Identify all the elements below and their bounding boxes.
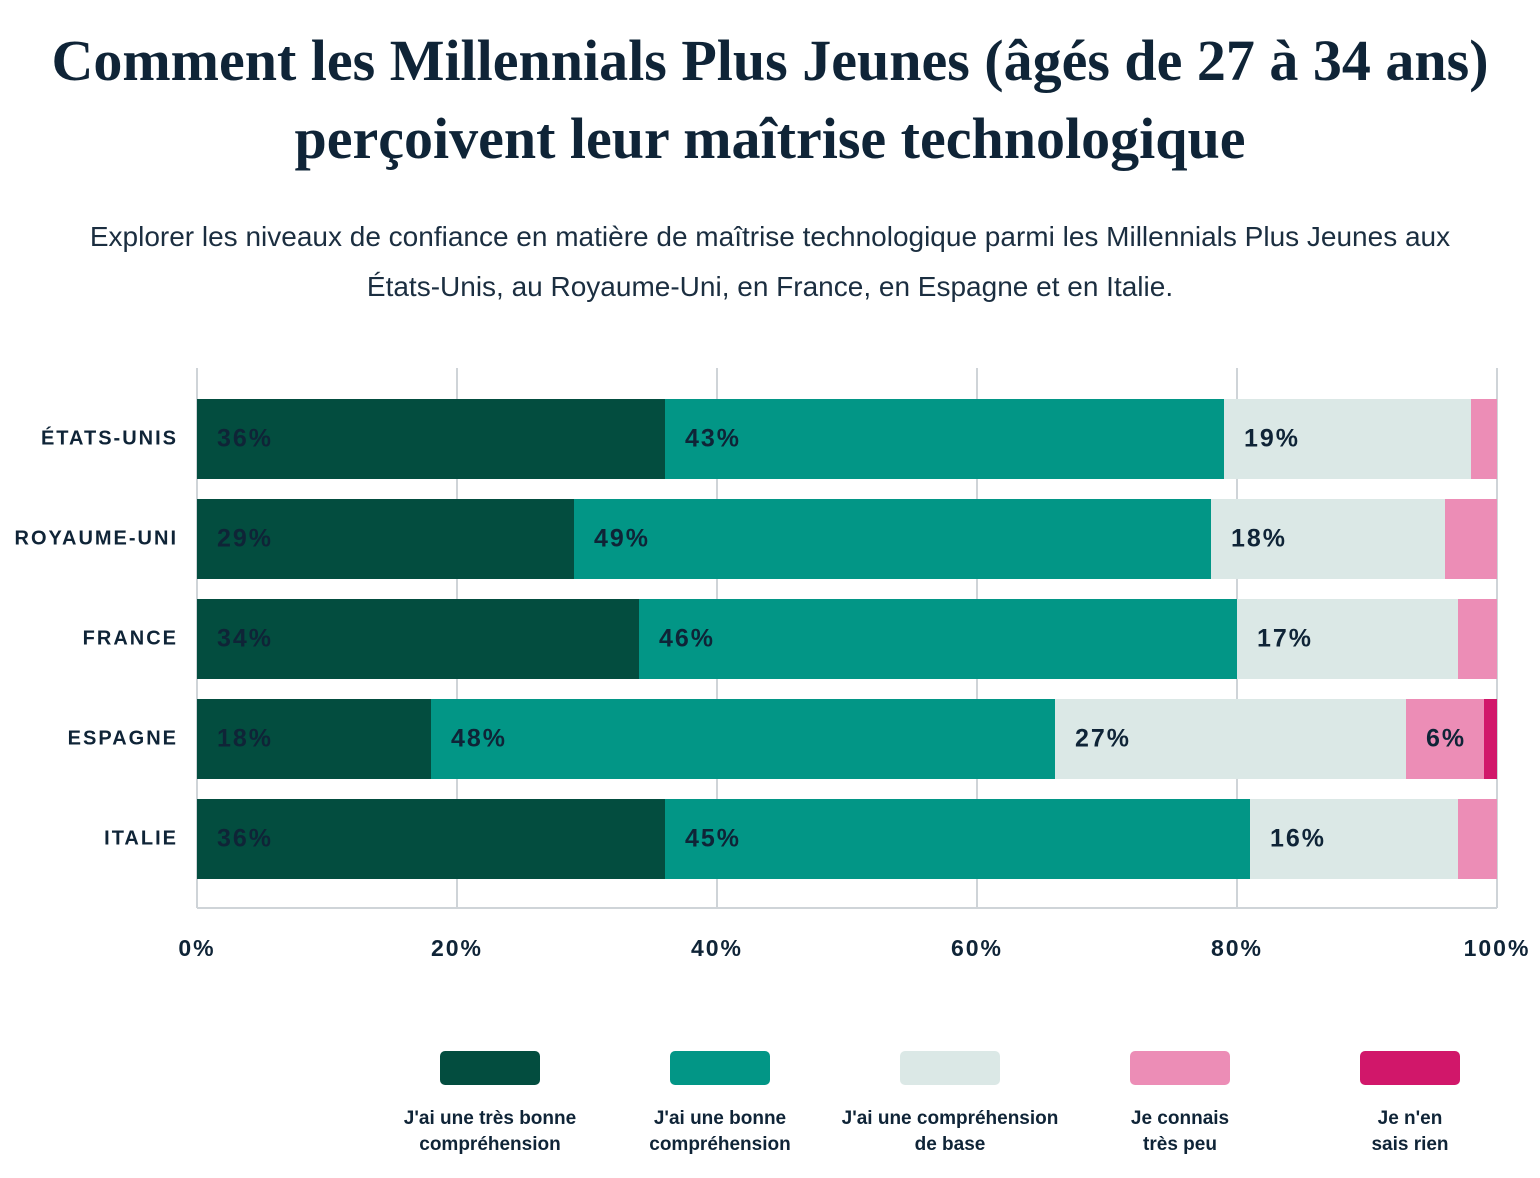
bar-segment [197, 599, 639, 679]
value-label: 36% [217, 825, 273, 853]
value-label: 17% [1257, 625, 1313, 653]
y-tick-label: ITALIE [104, 827, 178, 849]
bar-segment [431, 699, 1055, 779]
y-tick-label: ÉTATS-UNIS [41, 426, 178, 449]
value-label: 27% [1075, 725, 1131, 753]
value-label: 29% [217, 525, 273, 553]
value-label: 48% [451, 725, 507, 753]
bar-segment [574, 499, 1211, 579]
y-tick-label: ROYAUME-UNI [15, 527, 179, 549]
legend-label: Je connais très peu [1130, 1108, 1230, 1155]
value-label: 34% [217, 625, 273, 653]
legend-swatch [900, 1051, 1000, 1085]
value-label: 46% [659, 625, 715, 653]
value-label: 49% [594, 525, 650, 553]
legend-label: J'ai une compréhension de base [841, 1108, 1059, 1155]
x-tick-label: 20% [431, 935, 483, 961]
value-label: 18% [217, 725, 273, 753]
legend-label: J'ai une très bonne compréhension [403, 1108, 577, 1155]
value-label: 36% [217, 425, 273, 453]
bar-segment [197, 799, 665, 879]
chart-subtitle: Explorer les niveaux de confiance en mat… [89, 221, 1451, 302]
y-tick-label: ESPAGNE [68, 727, 178, 749]
bar-segment [665, 799, 1250, 879]
value-label: 18% [1231, 525, 1287, 553]
x-tick-label: 100% [1464, 935, 1531, 961]
x-tick-label: 80% [1211, 935, 1263, 961]
bar-segment [1250, 799, 1458, 879]
legend-label: Je n'en sais rien [1371, 1108, 1449, 1155]
legend-swatch [1360, 1051, 1460, 1085]
bar-segment [1445, 499, 1497, 579]
value-label: 43% [685, 425, 741, 453]
bar-segment [1471, 399, 1497, 479]
legend-swatch [1130, 1051, 1230, 1085]
x-tick-label: 60% [951, 935, 1003, 961]
legend-label: J'ai une bonne compréhension [649, 1108, 791, 1155]
bar-segment [197, 399, 665, 479]
value-label: 19% [1244, 425, 1300, 453]
bar-segment [1224, 399, 1471, 479]
legend-swatch [440, 1051, 540, 1085]
value-label: 45% [685, 825, 741, 853]
bar-segment [197, 499, 574, 579]
bar-segment [1406, 699, 1484, 779]
x-tick-label: 40% [691, 935, 743, 961]
bar-segment [1458, 799, 1497, 879]
bar-segment [1237, 599, 1458, 679]
bar-segment [1055, 699, 1406, 779]
bar-segment [639, 599, 1237, 679]
value-label: 6% [1426, 725, 1466, 753]
chart-title: Comment les Millennials Plus Jeunes (âgé… [51, 28, 1489, 171]
bar-segment [197, 699, 431, 779]
bar-segment [665, 399, 1224, 479]
value-label: 16% [1270, 825, 1326, 853]
x-tick-label: 0% [178, 935, 215, 961]
bar-segment [1458, 599, 1497, 679]
bar-segment [1484, 699, 1497, 779]
legend-swatch [670, 1051, 770, 1085]
y-tick-label: FRANCE [83, 627, 178, 649]
bar-segment [1211, 499, 1445, 579]
